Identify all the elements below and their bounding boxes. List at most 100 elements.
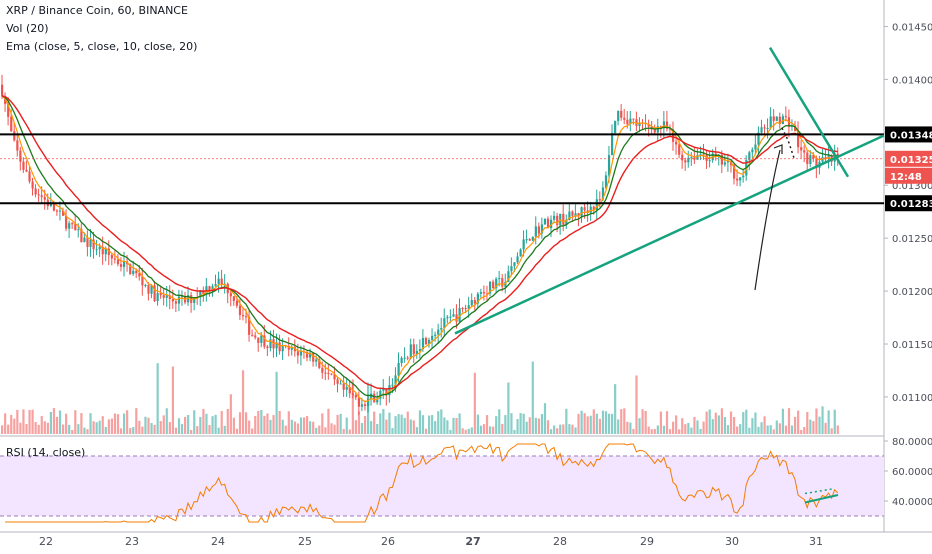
countdown-label: 12:48 — [890, 172, 922, 183]
candle-body — [778, 116, 781, 125]
rsi-trendline — [804, 494, 839, 504]
volume-bar — [370, 421, 373, 434]
candle-body — [629, 118, 632, 125]
candle-body — [260, 335, 263, 343]
volume-bar — [220, 410, 223, 434]
volume-bar — [446, 420, 449, 434]
candle-body — [37, 194, 40, 196]
volume-bar — [248, 420, 251, 434]
volume-bar — [391, 428, 394, 434]
volume-bar — [287, 411, 290, 434]
volume-bar — [13, 418, 16, 434]
volume-bar — [293, 421, 296, 434]
volume-bar — [400, 414, 403, 434]
candle-body — [769, 116, 772, 128]
volume-bar — [803, 427, 806, 434]
volume-bar — [726, 425, 730, 434]
volume-bar — [71, 429, 74, 434]
volume-bar — [126, 410, 129, 434]
volume-bar — [214, 414, 217, 434]
candle-body — [19, 150, 22, 162]
volume-bar — [644, 410, 647, 434]
candle-body — [415, 350, 418, 355]
candle-body — [504, 282, 507, 287]
volume-bar — [574, 427, 577, 434]
candle-body — [382, 388, 385, 391]
volume-bar — [812, 421, 815, 434]
volume-bar — [787, 408, 791, 434]
volume-bar — [824, 422, 827, 434]
price-tick-label: 0.01100 — [892, 393, 932, 404]
volume-bar — [251, 428, 254, 434]
volume-bar — [662, 425, 666, 434]
candle-body — [824, 157, 827, 160]
candle-body — [705, 155, 708, 161]
volume-bar — [449, 429, 452, 434]
candle-body — [482, 292, 486, 294]
candle-body — [348, 387, 351, 394]
candle-body — [211, 286, 214, 291]
descending-trendline — [768, 46, 850, 178]
volume-bar — [129, 428, 132, 434]
volume-bar — [348, 429, 351, 434]
time-tick-label: 22 — [39, 535, 53, 548]
candle-body — [107, 248, 110, 256]
candle-body — [763, 127, 766, 129]
volume-bar — [62, 424, 65, 434]
candle-body — [672, 129, 675, 142]
volume-bar — [717, 415, 720, 434]
volume-bar — [315, 427, 318, 434]
volume-bar — [464, 429, 467, 434]
volume-bar — [653, 429, 656, 434]
candle-body — [449, 316, 452, 318]
volume-bar — [647, 426, 650, 434]
candle-body — [550, 219, 553, 229]
candle-body — [400, 357, 403, 364]
volume-bar — [257, 410, 260, 434]
current-price-label: 0.01325 — [890, 155, 932, 166]
volume-bar — [58, 410, 62, 434]
candle-body — [254, 335, 257, 338]
candle-body — [49, 202, 52, 207]
volume-bar — [211, 416, 214, 434]
candle-body — [199, 290, 202, 298]
volume-bar — [254, 415, 257, 434]
candle-body — [598, 199, 601, 201]
candle-body — [299, 351, 303, 356]
volume-bar — [138, 420, 141, 434]
volume-bar — [421, 415, 425, 434]
volume-bar — [409, 419, 412, 434]
candle-body — [693, 157, 696, 160]
candle-body — [772, 116, 775, 121]
candle-body — [623, 117, 626, 120]
candle-body — [208, 286, 211, 291]
volume-bar — [345, 417, 348, 434]
volume-bar — [714, 412, 717, 434]
rsi-tick-label: 80.0000 — [892, 437, 932, 448]
candle-body — [583, 207, 586, 211]
volume-bar — [626, 421, 629, 434]
candle-body — [342, 383, 345, 390]
time-tick-label: 30 — [725, 535, 739, 548]
volume-legend: Vol (20) — [6, 22, 49, 35]
candle-body — [296, 351, 300, 356]
volume-bar — [769, 425, 772, 434]
price-tick-label: 0.01450 — [892, 22, 932, 33]
volume-bar — [168, 422, 171, 434]
volume-bar — [37, 424, 40, 434]
candle-body — [10, 116, 13, 132]
volume-bar — [116, 414, 120, 434]
candle-body — [702, 154, 705, 156]
candle-body — [95, 249, 98, 251]
volume-bar — [522, 413, 525, 434]
volume-bar — [519, 413, 522, 434]
candle-body — [516, 256, 519, 263]
candle-body — [92, 239, 95, 250]
candle-body — [757, 132, 760, 145]
volume-bar — [275, 371, 278, 434]
volume-bar — [650, 429, 653, 434]
volume-bar — [403, 417, 406, 434]
volume-bar — [77, 424, 80, 434]
